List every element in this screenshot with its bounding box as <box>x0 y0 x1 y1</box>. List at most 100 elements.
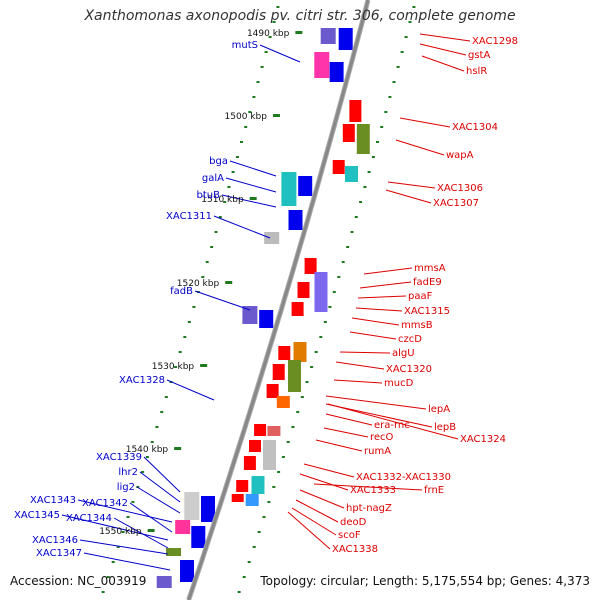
minor-tick <box>237 591 241 593</box>
right-leader-line <box>323 427 369 438</box>
left-leader-line <box>83 552 171 571</box>
right-leader-line <box>421 55 465 72</box>
right-gene-arrow <box>278 346 291 360</box>
right-gene-label: XAC1320 <box>386 364 432 375</box>
left-gene-label: XAC1345 <box>14 510 60 521</box>
right-gene-arrow <box>291 302 304 316</box>
left-gene-arrow <box>180 560 194 582</box>
minor-tick <box>305 381 309 383</box>
minor-tick <box>111 561 115 563</box>
right-leader-line <box>395 139 445 156</box>
left-leader-line <box>77 499 173 523</box>
minor-tick <box>223 201 227 203</box>
right-leader-line <box>303 463 355 478</box>
right-leader-line <box>287 511 331 550</box>
left-gene-label: XAC1343 <box>30 495 76 506</box>
right-gene-bar <box>356 124 370 154</box>
left-gene-label: XAC1342 <box>82 498 128 509</box>
right-gene-label: deoD <box>340 517 367 528</box>
left-leader-line <box>61 514 169 541</box>
right-leader-line <box>355 307 403 312</box>
topology-text: Topology: circular; Length: 5,175,554 bp… <box>260 574 590 588</box>
minor-tick <box>240 141 243 143</box>
minor-tick <box>116 546 120 548</box>
right-gene-arrow <box>231 494 244 502</box>
kbp-tick <box>272 114 280 117</box>
left-gene-bar <box>156 576 172 588</box>
kbp-label: 1530 kbp <box>152 362 195 372</box>
minor-tick <box>210 246 214 248</box>
minor-tick <box>272 21 276 23</box>
minor-tick <box>408 21 412 23</box>
left-leader-line <box>194 290 251 311</box>
right-gene-arrow <box>304 258 317 274</box>
right-gene-arrow <box>297 282 310 298</box>
right-leader-line <box>351 317 400 326</box>
minor-tick <box>227 186 231 188</box>
minor-tick <box>126 516 130 518</box>
minor-tick <box>131 501 135 503</box>
left-gene-arrow <box>298 176 313 196</box>
left-gene-bar <box>242 306 258 324</box>
minor-tick <box>256 81 260 83</box>
left-gene-arrow <box>191 526 206 548</box>
minor-tick <box>371 156 375 158</box>
tick-layer <box>101 6 416 593</box>
minor-tick <box>262 516 266 518</box>
minor-tick <box>178 351 182 353</box>
gene-layer <box>156 28 370 588</box>
right-gene-label: XAC1338 <box>332 544 378 555</box>
minor-tick <box>192 306 196 308</box>
right-leader-line <box>385 189 432 204</box>
kbp-tick <box>200 364 208 367</box>
right-gene-label: paaF <box>408 291 433 302</box>
left-gene-bar <box>320 28 336 44</box>
minor-tick <box>291 426 295 428</box>
right-leader-line <box>313 483 423 491</box>
left-gene-bar <box>175 520 191 534</box>
left-gene-arrow <box>338 28 353 50</box>
minor-tick <box>257 531 261 533</box>
right-gene-bar <box>267 426 281 436</box>
left-gene-label: btuB <box>197 190 221 201</box>
left-gene-arrow <box>288 210 303 230</box>
right-leader-line <box>291 507 337 536</box>
kbp-tick <box>147 529 155 532</box>
minor-tick <box>277 471 281 473</box>
left-leader-line <box>113 517 169 549</box>
kbp-tick <box>174 447 182 450</box>
right-gene-bar <box>276 396 290 408</box>
minor-tick <box>396 66 400 68</box>
right-leader-line <box>349 331 397 340</box>
right-gene-bar <box>251 476 265 494</box>
right-gene-label: frnE <box>424 485 444 496</box>
minor-tick <box>276 6 280 8</box>
right-gene-label: XAC1324 <box>460 434 506 445</box>
right-leader-line <box>339 351 391 354</box>
minor-tick <box>101 591 105 593</box>
right-gene-arrow <box>272 364 285 380</box>
right-leader-line <box>387 181 436 189</box>
minor-tick <box>141 471 145 473</box>
left-gene-bar <box>281 172 297 206</box>
left-leader-line <box>166 379 215 401</box>
minor-tick <box>106 576 110 578</box>
left-leader-line <box>143 456 181 493</box>
left-gene-bar <box>166 548 181 556</box>
minor-tick <box>252 96 256 98</box>
right-gene-label: hslR <box>466 66 487 77</box>
minor-tick <box>281 456 285 458</box>
minor-tick <box>341 261 345 263</box>
left-gene-bar <box>314 52 330 78</box>
minor-tick <box>267 501 271 503</box>
left-gene-label: galA <box>202 173 224 184</box>
right-gene-label: wapA <box>446 150 474 161</box>
minor-tick <box>244 126 248 128</box>
left-gene-bar <box>264 232 280 244</box>
minor-tick <box>392 81 396 83</box>
minor-tick <box>388 96 392 98</box>
right-leader-line <box>399 117 451 128</box>
minor-tick <box>404 36 408 38</box>
backbone-line <box>187 0 370 601</box>
